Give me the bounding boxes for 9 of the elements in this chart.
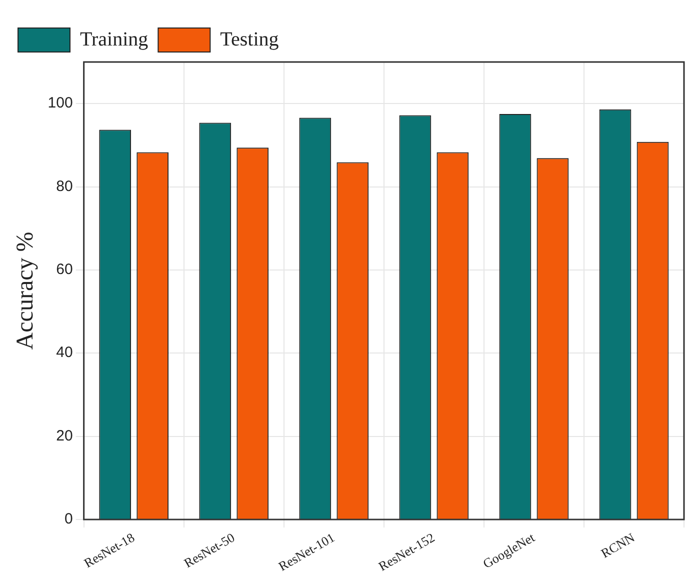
y-axis-title: Accuracy % <box>12 232 39 350</box>
y-tick-label: 40 <box>56 344 73 362</box>
legend-label: Testing <box>220 28 279 50</box>
y-tick-label: 20 <box>56 427 73 444</box>
y-tick-label: 60 <box>56 261 73 278</box>
legend-label: Training <box>80 28 148 50</box>
y-tick-label: 0 <box>64 510 73 528</box>
y-tick-label: 80 <box>56 178 73 195</box>
y-tick-label: 100 <box>48 94 73 112</box>
